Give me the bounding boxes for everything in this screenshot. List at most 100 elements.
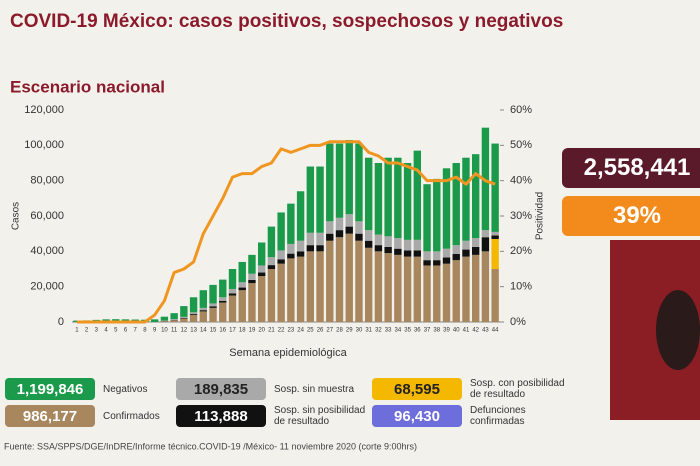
legend-total: 189,835: [176, 378, 266, 400]
bar-segment: [326, 221, 334, 234]
bar-segment: [170, 313, 178, 320]
y-axis-label: Casos: [11, 202, 22, 230]
bar-segment: [452, 260, 460, 322]
x-tick-label: 31: [365, 328, 372, 334]
x-tick-label: 11: [171, 328, 178, 334]
bar-segment: [238, 261, 246, 283]
x-tick-label: 23: [288, 328, 295, 334]
x-tick-label: 27: [326, 328, 333, 334]
kpi-box: 2,558,441: [562, 148, 700, 188]
bar-segment: [335, 143, 344, 218]
legend-item: 113,888 Sosp. sin posibilidad de resultad…: [176, 405, 369, 427]
bar-segment: [345, 140, 353, 215]
x-tick-label: 13: [190, 328, 197, 334]
kpi-box: 39%: [562, 196, 700, 236]
bar-segment: [326, 143, 334, 222]
bar-segment: [219, 279, 227, 298]
x-tick-label: 25: [307, 328, 314, 334]
legend-total: 1,199,846: [5, 378, 95, 400]
bar-segment: [335, 217, 344, 231]
bar-segment: [423, 184, 431, 252]
bar-segment: [316, 166, 324, 233]
bar-segment: [257, 272, 266, 277]
bar-segment: [228, 295, 237, 322]
x-tick-label: 20: [258, 328, 265, 334]
bar-segment: [403, 163, 412, 240]
bar-segment: [423, 260, 431, 266]
bar-segment: [442, 168, 451, 249]
legend-name: Sosp. sin muestra: [274, 383, 355, 395]
title: COVID-19 México: casos positivos, sospec…: [10, 11, 563, 32]
bar-segment: [491, 143, 499, 232]
bar-segment: [394, 248, 402, 255]
bar-segment: [189, 297, 198, 313]
x-tick-label: 38: [433, 328, 440, 334]
bar-segment: [267, 269, 276, 322]
bar-segment: [287, 258, 295, 322]
x-tick-label: 17: [229, 328, 236, 334]
bar-segment: [345, 226, 353, 234]
bar-segment: [394, 238, 402, 249]
bar-segment: [219, 300, 227, 303]
bar-segment: [199, 311, 208, 322]
bar-segment: [491, 238, 499, 269]
bar-segment: [180, 317, 188, 319]
x-tick-label: 44: [492, 328, 499, 334]
bar-segment: [364, 240, 373, 248]
bar-segment: [248, 254, 256, 274]
bar-segment: [491, 269, 499, 322]
y-tick-label: 80,000: [30, 175, 64, 187]
x-tick-label: 37: [424, 328, 431, 334]
x-tick-label: 32: [375, 328, 382, 334]
bar-segment: [413, 150, 422, 240]
x-tick-label: 16: [219, 328, 226, 334]
x-tick-label: 34: [395, 328, 402, 334]
bar-segment: [219, 297, 227, 301]
positivity-line: [76, 140, 496, 324]
legend-item: 1,199,846 Negativos: [5, 378, 198, 400]
bar-segment: [403, 239, 412, 251]
bar-segment: [306, 251, 315, 322]
bar-segment: [160, 321, 169, 322]
bar-segment: [326, 233, 334, 241]
x-tick-label: 19: [249, 328, 256, 334]
legend-name: Confirmados: [103, 410, 160, 422]
legend-item: 96,430 Defunciones confirmadas: [372, 405, 565, 427]
legend-total: 986,177: [5, 405, 95, 427]
bar-segment: [442, 257, 451, 264]
legend-name: Sosp. con posibilidad de resultado: [470, 378, 565, 400]
y2-tick-label: 60%: [510, 104, 532, 116]
bar-segment: [355, 143, 363, 222]
x-tick-label: 12: [181, 328, 188, 334]
bar-segment: [345, 214, 353, 227]
bar-segment: [189, 314, 198, 315]
bar-segment: [296, 191, 305, 241]
bar-segment: [199, 290, 208, 308]
x-tick-label: 6: [124, 328, 128, 334]
x-tick-label: 7: [134, 328, 138, 334]
y2-tick-label: 40%: [510, 175, 532, 187]
bar-segment: [238, 287, 246, 291]
y-tick-label: 20,000: [30, 281, 64, 293]
bar-segment: [364, 157, 373, 231]
bar-segment: [433, 265, 441, 322]
bar-segment: [287, 243, 295, 254]
bar-segment: [267, 226, 276, 258]
legend-name: Negativos: [103, 383, 148, 395]
bar-segment: [238, 290, 246, 322]
bar-segment: [277, 212, 285, 251]
x-tick-label: 22: [278, 328, 285, 334]
bar-segment: [335, 230, 344, 238]
x-tick-label: 15: [210, 328, 217, 334]
bar-segment: [491, 235, 499, 239]
bar-segment: [355, 233, 363, 241]
bar-segment: [316, 251, 324, 322]
x-tick-label: 43: [482, 328, 489, 334]
y-tick-label: 60,000: [30, 210, 64, 222]
x-tick-label: 26: [317, 328, 324, 334]
bar-segment: [433, 260, 441, 266]
bar-segment: [209, 303, 217, 307]
bar-segment: [374, 163, 383, 235]
